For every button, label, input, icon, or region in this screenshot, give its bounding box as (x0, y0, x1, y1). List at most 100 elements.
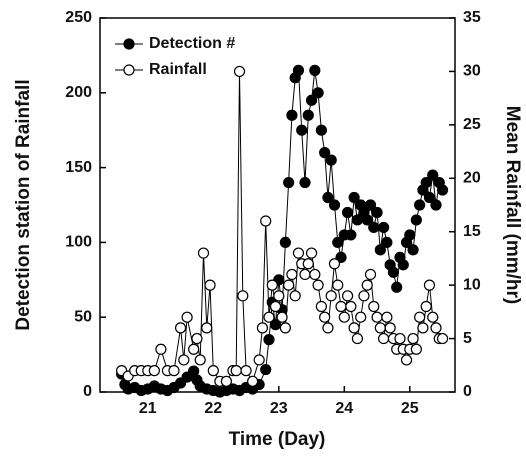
data-point (266, 279, 278, 291)
x-tick-label: 25 (401, 400, 419, 417)
data-point (253, 354, 265, 366)
data-point (322, 191, 334, 204)
data-point (312, 279, 324, 291)
data-point (371, 311, 383, 323)
data-point (414, 199, 426, 211)
y-tick-label: 150 (65, 159, 92, 176)
data-point (391, 281, 403, 293)
data-point (174, 322, 187, 334)
data-point (387, 266, 400, 278)
y2-tick-label: 10 (463, 276, 481, 293)
legend-marker (123, 38, 135, 50)
data-point (292, 64, 305, 76)
data-point (325, 154, 337, 166)
data-point (204, 279, 216, 291)
x-axis-label: Time (Day) (229, 429, 326, 450)
data-point (322, 322, 334, 334)
y2-tick-label: 15 (463, 223, 481, 240)
data-point (286, 109, 298, 121)
data-point (269, 300, 282, 313)
data-point (302, 258, 314, 270)
data-point (345, 229, 357, 241)
y2-tick-label: 35 (463, 9, 481, 26)
data-point (292, 247, 305, 259)
data-point (427, 169, 439, 181)
data-point (381, 236, 393, 248)
data-point (283, 279, 295, 291)
data-point (368, 300, 380, 313)
data-point (358, 290, 370, 302)
data-point (286, 268, 298, 281)
data-point (364, 199, 377, 211)
data-point (348, 191, 360, 204)
data-point (348, 322, 360, 334)
data-point (312, 87, 324, 99)
x-tick-label: 24 (335, 400, 353, 417)
y2-tick-label: 25 (463, 116, 481, 133)
data-point (283, 176, 295, 189)
data-point (338, 311, 350, 323)
data-point (178, 354, 190, 366)
data-point (378, 332, 390, 345)
x-tick-label: 22 (204, 400, 222, 417)
data-point (341, 290, 354, 302)
data-point (361, 279, 373, 291)
data-point (407, 244, 419, 256)
data-point (299, 176, 311, 189)
data-point (260, 363, 272, 376)
data-point (315, 300, 327, 313)
data-point (384, 322, 396, 334)
data-point (319, 311, 331, 323)
data-point (279, 236, 291, 248)
data-point (332, 236, 344, 248)
data-point (397, 259, 409, 271)
data-point (414, 311, 426, 323)
data-point (263, 311, 275, 323)
data-point (400, 354, 413, 366)
data-point (233, 65, 246, 78)
y2-tick-label: 0 (463, 383, 472, 400)
data-point (315, 124, 327, 136)
data-point (207, 365, 219, 377)
data-point (220, 375, 233, 387)
data-point (341, 206, 354, 219)
data-point (407, 332, 419, 345)
data-point (302, 109, 314, 121)
data-point (269, 319, 282, 331)
data-point (427, 311, 439, 323)
data-point (410, 214, 422, 226)
data-point (371, 206, 383, 219)
data-point (410, 343, 422, 355)
data-point (381, 311, 393, 323)
data-point (364, 268, 377, 281)
data-point (237, 290, 249, 302)
data-point (420, 300, 432, 313)
data-point (305, 94, 318, 106)
data-point (430, 199, 442, 211)
data-point (230, 365, 242, 377)
data-point (404, 229, 416, 241)
data-point (289, 290, 301, 302)
data-point (263, 334, 275, 346)
data-point (296, 124, 308, 136)
data-point (148, 365, 160, 377)
data-point (325, 290, 337, 302)
data-point (335, 300, 347, 313)
data-point (417, 322, 429, 334)
data-point (430, 322, 442, 334)
data-point (328, 258, 341, 270)
data-point (436, 184, 449, 196)
data-point (309, 64, 321, 76)
y-axis-label: Detection station of Rainfall (13, 79, 34, 330)
data-point (374, 322, 386, 334)
data-point (201, 322, 213, 334)
y-tick-label: 0 (83, 383, 92, 400)
data-point (378, 221, 390, 234)
data-point (309, 268, 321, 281)
data-point (423, 279, 436, 291)
y2-axis-label: Mean Rainfall (mm/hr) (502, 106, 523, 304)
data-point (194, 354, 206, 366)
legend-label: Detection # (149, 35, 235, 52)
data-point (181, 311, 193, 323)
